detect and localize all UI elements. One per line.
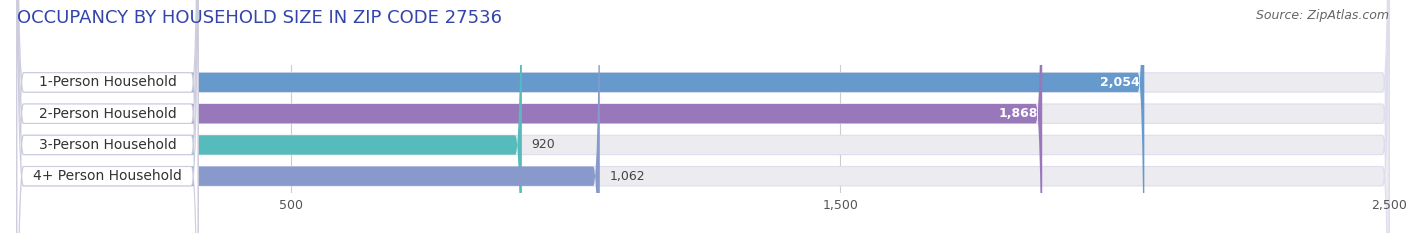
- Text: 1,868: 1,868: [998, 107, 1038, 120]
- Text: 920: 920: [531, 138, 555, 151]
- Text: 4+ Person Household: 4+ Person Household: [32, 169, 181, 183]
- FancyBboxPatch shape: [17, 0, 198, 233]
- FancyBboxPatch shape: [17, 0, 1389, 233]
- FancyBboxPatch shape: [17, 0, 522, 233]
- FancyBboxPatch shape: [17, 0, 600, 233]
- FancyBboxPatch shape: [17, 0, 1389, 233]
- FancyBboxPatch shape: [17, 0, 1042, 233]
- Text: 2,054: 2,054: [1099, 76, 1140, 89]
- Text: 1-Person Household: 1-Person Household: [38, 75, 176, 89]
- FancyBboxPatch shape: [17, 0, 1144, 233]
- FancyBboxPatch shape: [17, 0, 198, 233]
- FancyBboxPatch shape: [17, 0, 1389, 233]
- Text: Source: ZipAtlas.com: Source: ZipAtlas.com: [1256, 9, 1389, 22]
- Text: 1,062: 1,062: [610, 170, 645, 183]
- Text: 3-Person Household: 3-Person Household: [38, 138, 176, 152]
- FancyBboxPatch shape: [17, 0, 1389, 233]
- Text: 2-Person Household: 2-Person Household: [38, 107, 176, 121]
- Text: OCCUPANCY BY HOUSEHOLD SIZE IN ZIP CODE 27536: OCCUPANCY BY HOUSEHOLD SIZE IN ZIP CODE …: [17, 9, 502, 27]
- FancyBboxPatch shape: [17, 0, 198, 233]
- FancyBboxPatch shape: [17, 0, 198, 233]
